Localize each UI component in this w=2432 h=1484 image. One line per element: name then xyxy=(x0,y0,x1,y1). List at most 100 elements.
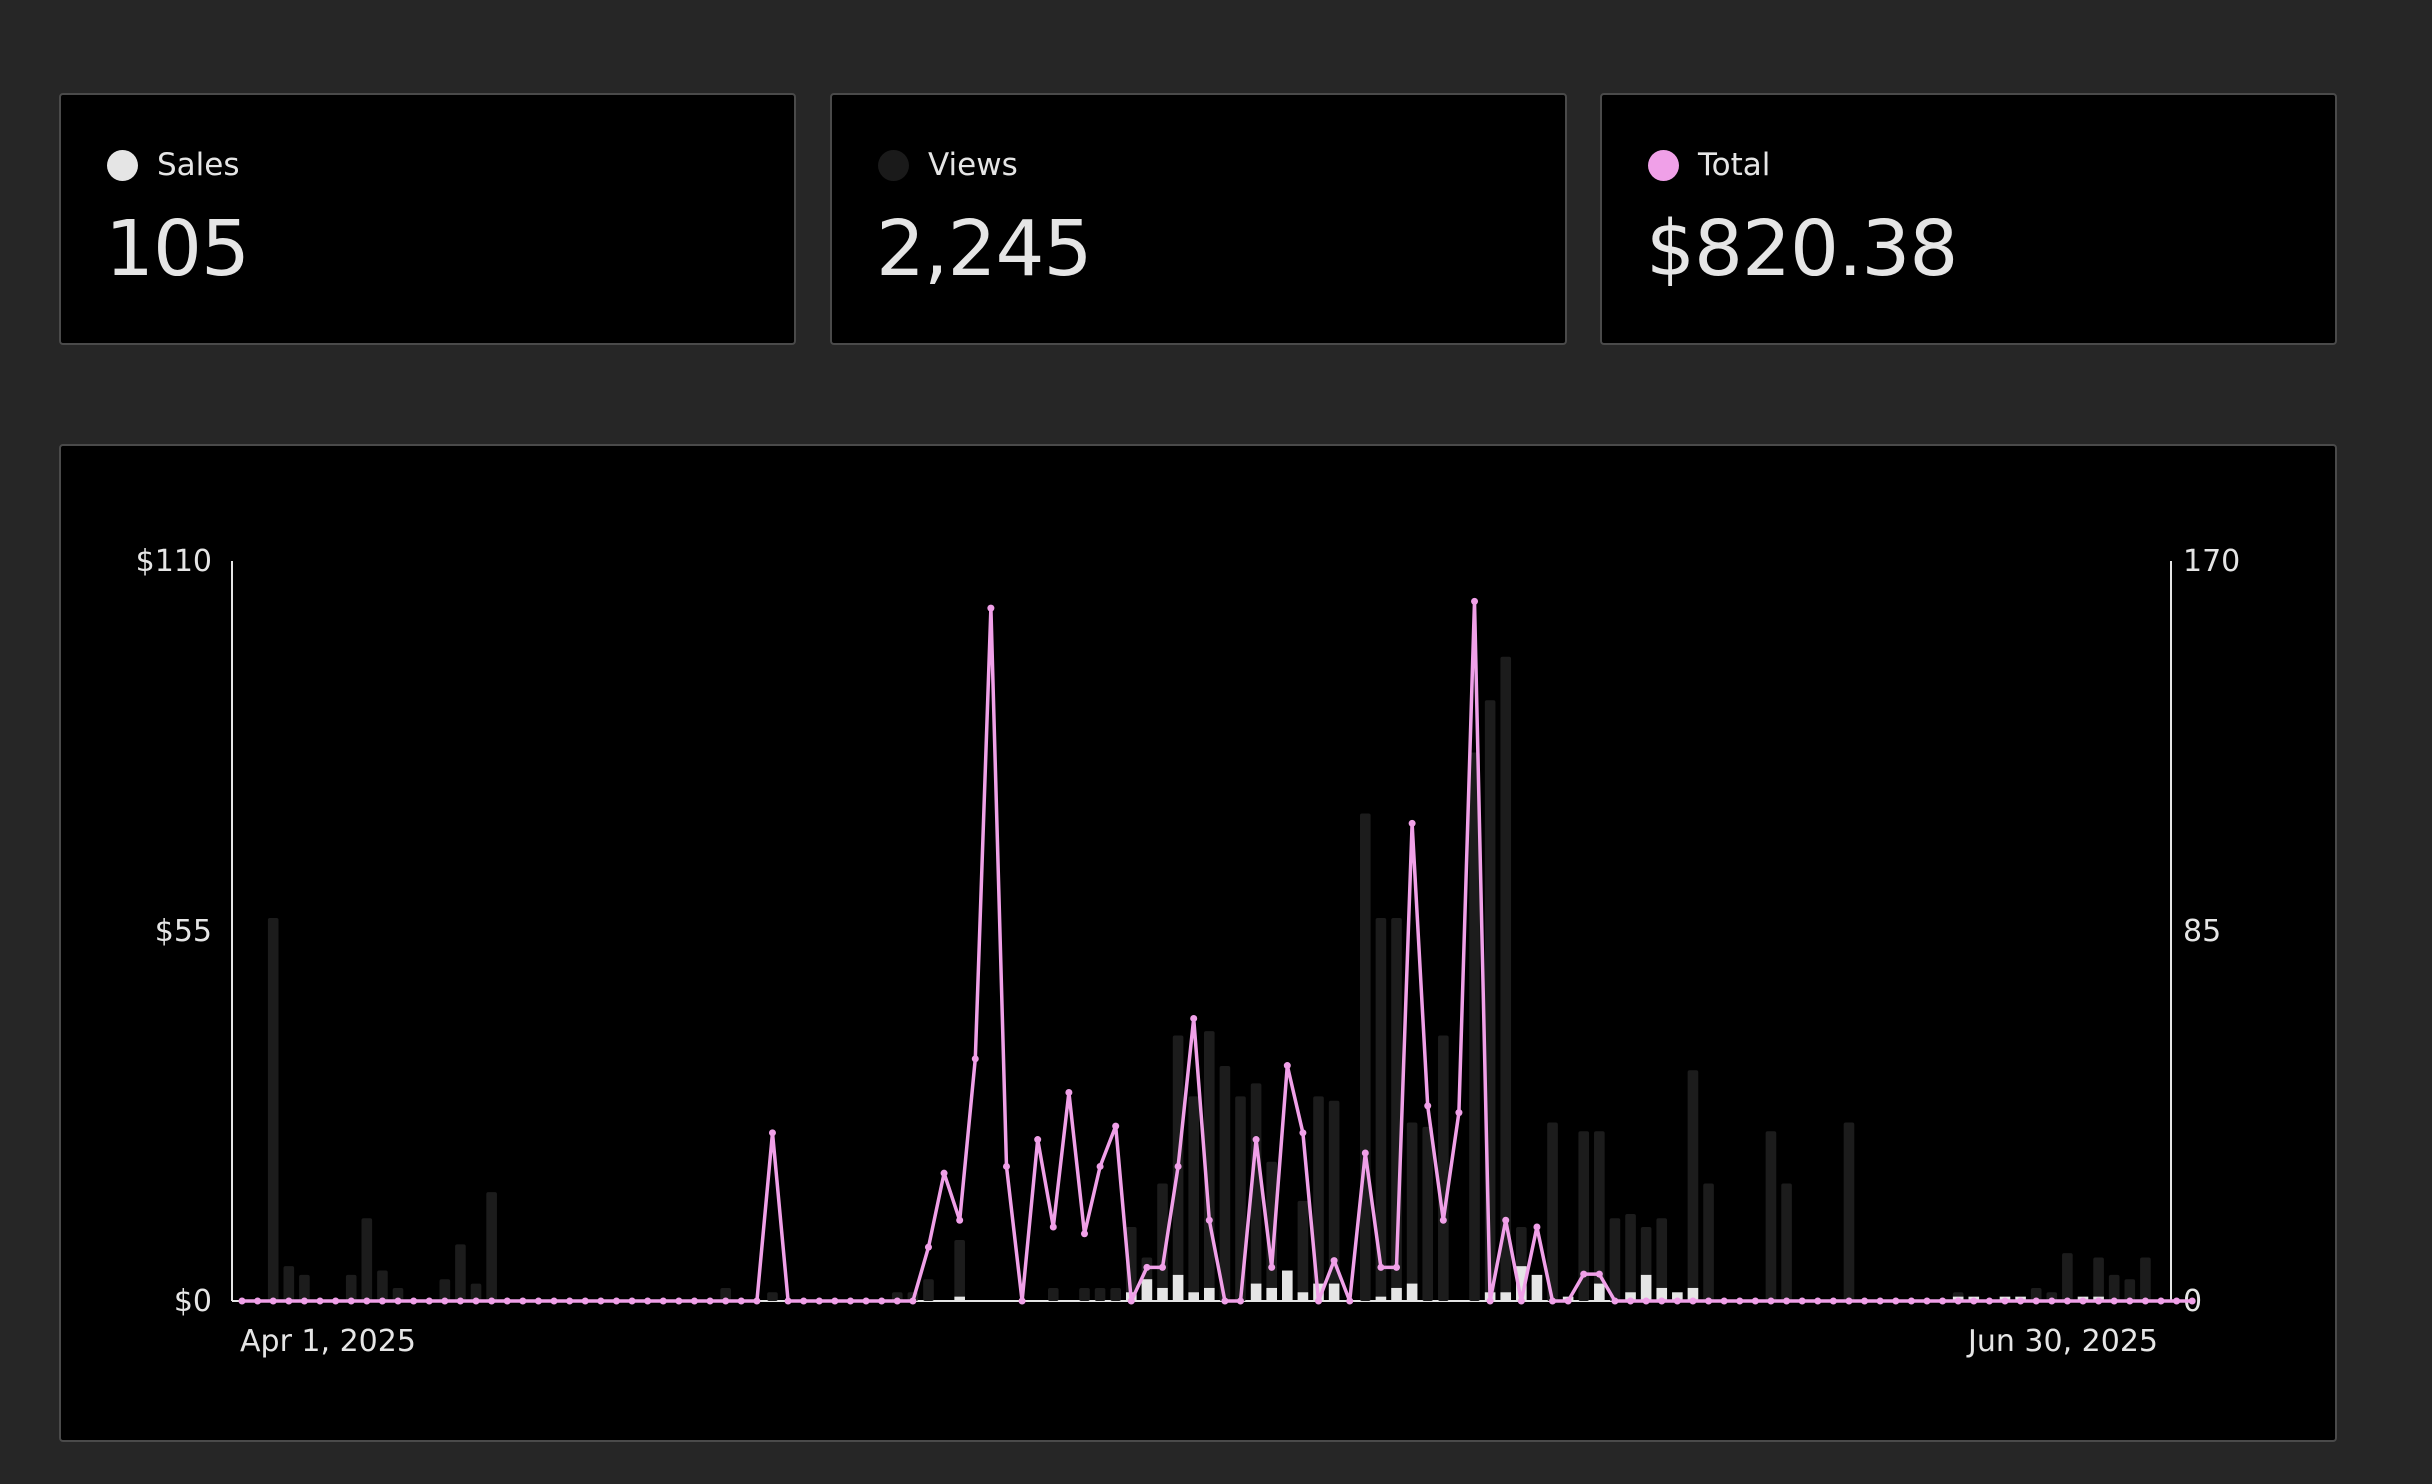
total-point xyxy=(332,1297,340,1305)
views-bar xyxy=(1765,1131,1777,1301)
views-bar xyxy=(392,1287,404,1301)
views-bar xyxy=(455,1244,466,1301)
sales-bar xyxy=(1656,1287,1668,1301)
total-point xyxy=(300,1297,308,1305)
views-bar xyxy=(954,1240,965,1301)
total-point xyxy=(1533,1223,1541,1231)
total-point xyxy=(1408,819,1416,827)
views-bar xyxy=(470,1283,482,1301)
total-point xyxy=(1720,1297,1728,1305)
sales-bar xyxy=(954,1296,965,1301)
total-point xyxy=(690,1297,698,1305)
total-point xyxy=(1158,1263,1166,1271)
sales-bar xyxy=(1672,1292,1683,1301)
views-bar xyxy=(439,1279,451,1301)
total-point xyxy=(1580,1270,1588,1278)
views-bar xyxy=(267,917,279,1301)
total-point xyxy=(1330,1257,1338,1265)
total-line xyxy=(242,599,2193,1303)
total-point xyxy=(1829,1297,1837,1305)
views-bar xyxy=(1047,1287,1059,1301)
total-point xyxy=(1439,1216,1447,1224)
views-bar xyxy=(1625,1213,1636,1301)
total-point xyxy=(1985,1297,1993,1305)
sales-bar xyxy=(1687,1287,1699,1301)
total-point xyxy=(1595,1270,1603,1278)
total-point xyxy=(846,1297,854,1305)
total-point xyxy=(2173,1297,2181,1305)
views-bar xyxy=(2108,1274,2120,1301)
y-left-tick-label: $0 xyxy=(174,1284,212,1319)
total-point xyxy=(550,1297,558,1305)
y-right-tick-label: 85 xyxy=(2183,914,2221,949)
total-point xyxy=(238,1297,246,1305)
total-point xyxy=(1564,1297,1572,1305)
total-point xyxy=(1096,1162,1104,1170)
y-right-tick-label: 170 xyxy=(2183,544,2240,579)
views-bar xyxy=(1781,1183,1792,1301)
views-bar xyxy=(767,1292,778,1301)
total-point xyxy=(1814,1297,1822,1305)
views-bar xyxy=(1594,1131,1605,1301)
total-point xyxy=(1486,1297,1494,1305)
views-bar xyxy=(1157,1183,1168,1301)
total-point xyxy=(2001,1297,2009,1305)
total-point xyxy=(2063,1297,2071,1305)
card-label: Sales xyxy=(157,147,240,183)
total-point xyxy=(1845,1297,1853,1305)
total-point xyxy=(1377,1263,1385,1271)
total-point xyxy=(971,1055,979,1063)
total-point xyxy=(1112,1122,1120,1130)
views-bar xyxy=(1235,1096,1246,1301)
total-point xyxy=(1549,1297,1557,1305)
total-point xyxy=(1642,1297,1650,1305)
total-point xyxy=(441,1297,449,1305)
total-point xyxy=(753,1297,761,1305)
total-point xyxy=(644,1297,652,1305)
total-point xyxy=(1517,1297,1525,1305)
total-point xyxy=(815,1297,823,1305)
card-label: Total xyxy=(1698,147,1771,183)
total-point xyxy=(456,1297,464,1305)
views-dot-icon xyxy=(878,149,909,181)
total-point xyxy=(706,1297,714,1305)
total-point xyxy=(1393,1263,1401,1271)
total-point xyxy=(2157,1297,2165,1305)
views-bar xyxy=(1843,1122,1855,1301)
views-bar xyxy=(923,1279,934,1301)
total-point xyxy=(363,1297,371,1305)
sales-bar xyxy=(1250,1283,1262,1301)
total-point xyxy=(2017,1297,2025,1305)
sales-bar xyxy=(1625,1292,1636,1301)
total-point xyxy=(1002,1162,1010,1170)
total-point xyxy=(2141,1297,2149,1305)
views-bar xyxy=(1110,1287,1121,1301)
total-point xyxy=(488,1297,496,1305)
total-point xyxy=(1502,1216,1510,1224)
total-point xyxy=(956,1216,964,1224)
total-point xyxy=(1892,1297,1900,1305)
total-point xyxy=(1252,1136,1260,1144)
views-bar xyxy=(2093,1257,2104,1301)
total-point xyxy=(425,1297,433,1305)
total-point xyxy=(1237,1297,1245,1305)
total-point xyxy=(1939,1297,1947,1305)
total-point xyxy=(1798,1297,1806,1305)
total-point xyxy=(612,1297,620,1305)
sales-bar xyxy=(1594,1283,1605,1301)
total-point xyxy=(1361,1149,1369,1157)
sales-bar xyxy=(1375,1296,1387,1301)
total-point xyxy=(1611,1297,1619,1305)
total-point xyxy=(2079,1297,2087,1305)
sales-bar xyxy=(1328,1283,1340,1301)
views-bar xyxy=(1375,917,1387,1301)
total-point xyxy=(1299,1129,1307,1137)
total-point xyxy=(1471,597,1479,605)
total-point xyxy=(1221,1297,1229,1305)
views-bar xyxy=(2030,1287,2042,1301)
total-point xyxy=(285,1297,293,1305)
total-point xyxy=(1767,1297,1775,1305)
views-bar xyxy=(1547,1122,1558,1301)
card-value: 105 xyxy=(105,205,250,294)
